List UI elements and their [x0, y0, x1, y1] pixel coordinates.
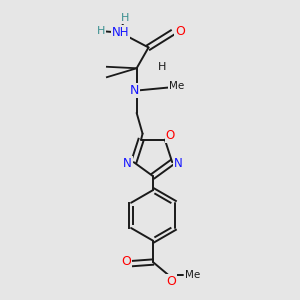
Text: Me: Me — [184, 269, 200, 280]
Text: O: O — [166, 274, 176, 288]
Text: H: H — [97, 26, 105, 36]
Text: O: O — [166, 129, 175, 142]
Text: N: N — [130, 84, 139, 97]
Text: NH: NH — [112, 26, 129, 39]
Text: H: H — [121, 13, 129, 23]
Text: O: O — [175, 25, 185, 38]
Text: H: H — [158, 62, 166, 72]
Text: Me: Me — [169, 81, 184, 91]
Text: N: N — [123, 157, 132, 170]
Text: O: O — [121, 255, 131, 268]
Text: N: N — [174, 157, 183, 170]
